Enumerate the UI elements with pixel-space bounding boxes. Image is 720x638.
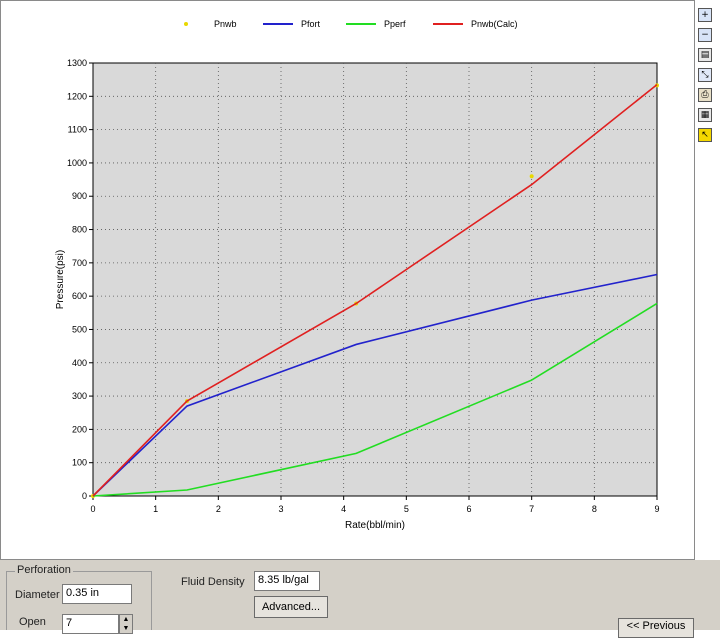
x-tick-label: 3	[278, 504, 283, 514]
y-tick-label: 800	[72, 225, 87, 235]
print-icon[interactable]: ⎙	[698, 88, 712, 102]
y-axis-label: Pressure(psi)	[55, 250, 66, 309]
chart-svg: 0 1 2 3 4 5 6 7 8 9 0 100 200 300 400 500 600 700 800 900 10…	[55, 19, 660, 531]
x-tick-label: 7	[529, 504, 534, 514]
x-tick-label: 4	[341, 504, 346, 514]
series-point-pnwb	[529, 174, 534, 179]
y-tick-label: 1100	[68, 125, 87, 135]
plot-area	[92, 62, 658, 497]
x-tick-label: 2	[216, 504, 221, 514]
x-tick-label: 0	[90, 504, 95, 514]
x-tick-label: 6	[466, 504, 471, 514]
legend-label: Pfort	[301, 19, 321, 29]
legend-label: Pnwb	[214, 19, 237, 29]
diameter-input[interactable]: 0.35 in	[62, 584, 132, 604]
open-spinner[interactable]: ▲ ▼	[119, 614, 133, 634]
y-tick-label: 400	[72, 358, 87, 368]
y-tick-label: 600	[72, 291, 87, 301]
y-tick-label: 900	[72, 191, 87, 201]
axis-icon[interactable]: ⤡	[698, 68, 712, 82]
chart-toolbar: + − ▤ ⤡ ⎙ ▦ ↖	[698, 8, 714, 148]
advanced-button[interactable]: Advanced...	[254, 596, 328, 618]
x-tick-label: 8	[592, 504, 597, 514]
pointer-icon[interactable]: ↖	[698, 128, 712, 142]
y-tick-label: 1200	[67, 91, 87, 101]
x-axis-label: Rate(bbl/min)	[345, 520, 405, 531]
x-tick-label: 1	[153, 504, 158, 514]
legend-label: Pperf	[384, 19, 406, 29]
open-input[interactable]: 7	[62, 614, 119, 634]
data-table-icon[interactable]: ▦	[698, 108, 712, 122]
y-tick-label: 1000	[67, 158, 87, 168]
previous-button[interactable]: << Previous	[618, 618, 694, 638]
perforation-group: Perforation Diameter 0.35 in Open 7 ▲ ▼	[6, 564, 152, 634]
y-tick-label: 0	[82, 491, 87, 501]
x-tick-label: 9	[654, 504, 659, 514]
x-tick-label: 5	[404, 504, 409, 514]
y-tick-label: 700	[72, 258, 87, 268]
chart-panel: 0 1 2 3 4 5 6 7 8 9 0 100 200 300 400 500 600 700 800 900 10…	[0, 0, 695, 560]
chart-properties-icon[interactable]: ▤	[698, 48, 712, 62]
fluid-density-input[interactable]: 8.35 lb/gal	[254, 571, 320, 591]
legend-label: Pnwb(Calc)	[471, 19, 518, 29]
zoom-in-icon[interactable]: +	[698, 8, 712, 22]
y-tick-label: 100	[72, 458, 87, 468]
legend-marker	[184, 22, 188, 26]
zoom-out-icon[interactable]: −	[698, 28, 712, 42]
diameter-label: Diameter	[15, 589, 60, 601]
y-tick-label: 500	[72, 324, 87, 334]
series-line-pfort	[92, 273, 658, 497]
y-tick-label: 1300	[67, 58, 87, 68]
open-label: Open	[19, 616, 46, 628]
input-form: Perforation Diameter 0.35 in Open 7 ▲ ▼ F…	[0, 560, 720, 638]
y-tick-label: 300	[72, 391, 87, 401]
series-line-pnwb-calc	[92, 84, 658, 497]
fluid-density-label: Fluid Density	[181, 576, 245, 588]
perforation-label: Perforation	[15, 564, 73, 576]
series-line-pperf	[92, 302, 658, 497]
y-tick-label: 200	[72, 424, 87, 434]
